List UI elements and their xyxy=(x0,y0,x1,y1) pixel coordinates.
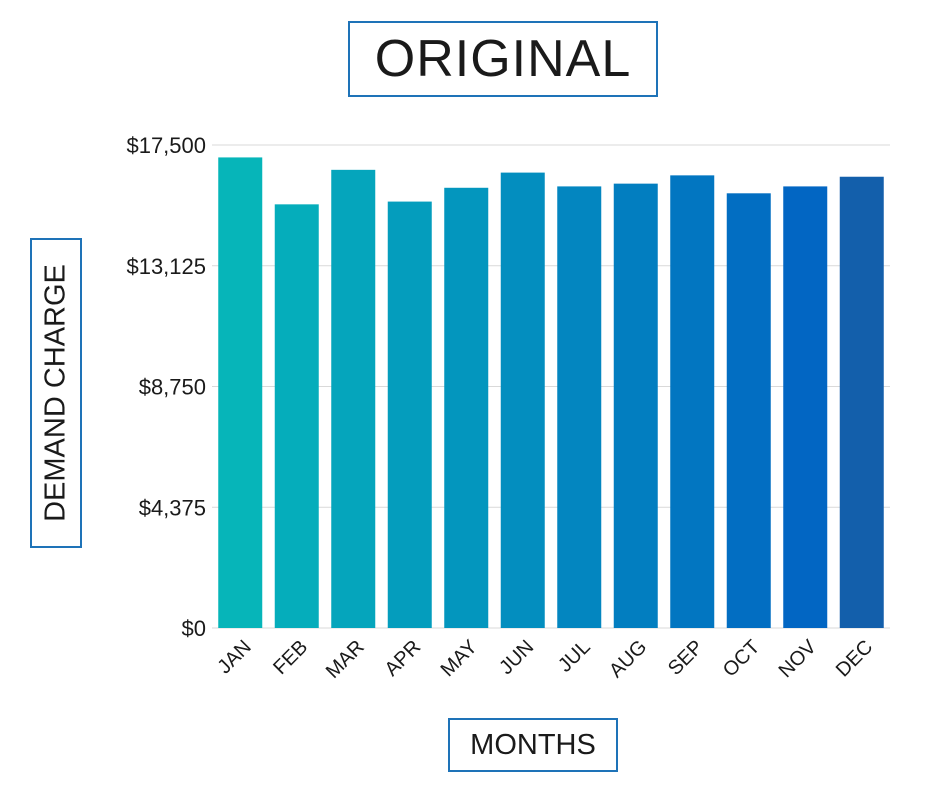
bar-sep xyxy=(670,175,715,629)
x-tick-label: JUL xyxy=(554,636,595,677)
x-tick-label: SEP xyxy=(664,636,708,680)
bar-nov xyxy=(783,186,828,628)
bar-feb xyxy=(274,204,319,628)
x-axis-label: MONTHS xyxy=(448,718,618,772)
bar-dec xyxy=(839,176,884,629)
x-tick-label: DEC xyxy=(832,636,877,681)
x-tick-label: JAN xyxy=(214,636,256,678)
y-tick-label: $13,125 xyxy=(126,254,206,279)
bar-jul xyxy=(557,186,602,628)
x-tick-label: FEB xyxy=(269,636,312,679)
bar-jun xyxy=(500,172,545,628)
bar-oct xyxy=(726,193,771,629)
x-tick-label: MAY xyxy=(437,636,482,681)
x-tick-label: AUG xyxy=(605,636,651,682)
bar-jan xyxy=(218,157,263,629)
y-tick-label: $8,750 xyxy=(139,375,206,400)
x-tick-label: JUN xyxy=(495,636,538,679)
bar-aug xyxy=(613,183,658,628)
y-tick-label: $0 xyxy=(182,616,206,641)
x-tick-label: NOV xyxy=(775,636,822,683)
y-axis-label-box: DEMAND CHARGE xyxy=(30,238,82,548)
x-tick-label: MAR xyxy=(322,636,369,683)
y-tick-label: $17,500 xyxy=(126,133,206,158)
x-tick-label: APR xyxy=(381,636,426,681)
y-tick-label: $4,375 xyxy=(139,495,206,520)
x-tick-label: OCT xyxy=(719,636,764,681)
bar-apr xyxy=(387,201,432,628)
chart-title: ORIGINAL xyxy=(348,21,658,97)
bar-may xyxy=(444,187,489,628)
bar-mar xyxy=(331,169,376,628)
